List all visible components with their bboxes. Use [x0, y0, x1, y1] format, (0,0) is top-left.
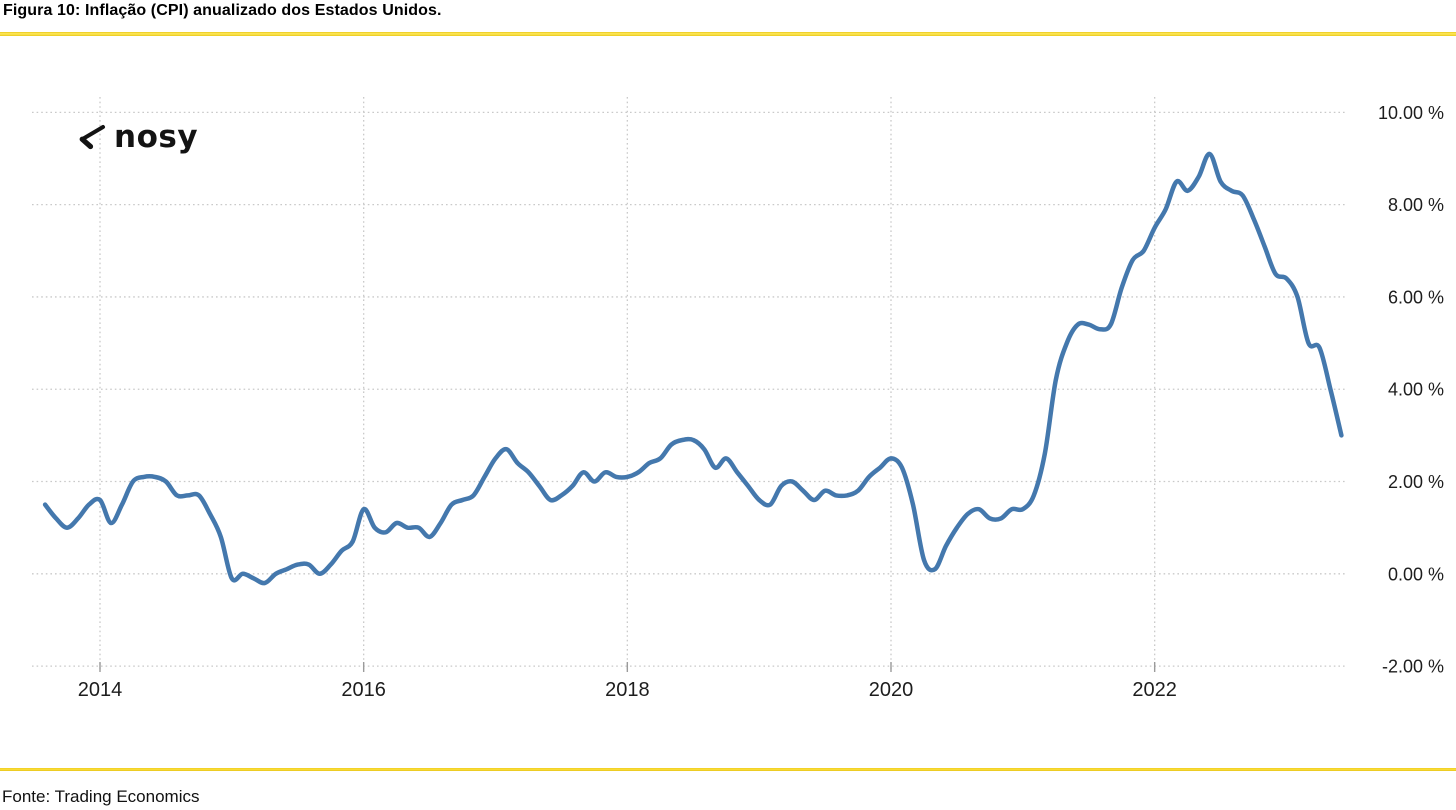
cpi-series-line [42, 151, 1344, 586]
top-accent-rule [0, 32, 1456, 36]
cpi-line-chart: 10.00 % 8.00 % 6.00 % 4.00 % 2.00 % 0.00 % -2.… [0, 36, 1456, 766]
x-tick-label: 2020 [869, 679, 914, 701]
y-tick-label: 6.00 % [1388, 287, 1444, 307]
nosy-logo: nosy [76, 122, 198, 153]
nosy-arrow-icon [76, 124, 106, 151]
y-tick-label: 2.00 % [1388, 472, 1444, 492]
y-tick-label: 4.00 % [1388, 380, 1444, 400]
nosy-logo-text: nosy [114, 119, 199, 155]
x-tick-label: 2018 [605, 679, 650, 701]
source-caption: Fonte: Trading Economics [2, 787, 200, 806]
line-chart-svg: 10.00 % 8.00 % 6.00 % 4.00 % 2.00 % 0.00 % -2.… [32, 97, 1444, 701]
figure-caption: Figura 10: Inflação (CPI) anualizado dos… [3, 2, 442, 19]
y-tick-label: 10.00 % [1378, 103, 1444, 123]
x-tick-label: 2016 [341, 679, 386, 701]
y-tick-label: 0.00 % [1388, 564, 1444, 584]
y-tick-label: -2.00 % [1382, 657, 1444, 677]
x-tick-label: 2014 [78, 679, 123, 701]
bottom-accent-rule [0, 768, 1456, 771]
x-tick-label: 2022 [1132, 679, 1177, 701]
y-tick-label: 8.00 % [1388, 195, 1444, 215]
